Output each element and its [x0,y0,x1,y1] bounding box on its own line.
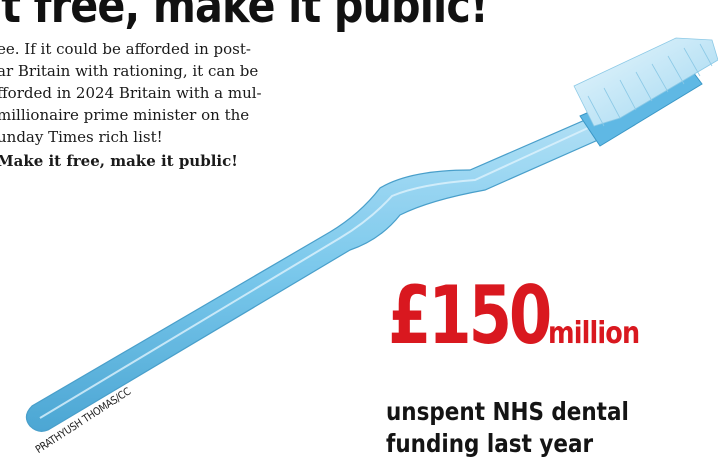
stat-amount: £150 million [388,276,656,356]
body-line: millionaire prime minister on the [0,106,250,124]
headline: it free, make it public! [0,0,489,34]
stat-caption-line: funding last year [386,429,594,458]
body-line: ar Britain with rationing, it can be [0,62,259,80]
body-line: ee. If it could be afforded in post- [0,40,251,58]
body-line: unday Times rich list! [0,128,163,146]
closing-slogan: Make it free, make it public! [0,152,238,170]
article-body: ee. If it could be afforded in post- ar … [0,38,369,172]
body-line: fforded in 2024 Britain with a mul- [0,84,262,102]
stat-unit: million [548,316,640,351]
stat-caption: unspent NHS dental funding last year [386,396,670,460]
stat-caption-line: unspent NHS dental [386,397,629,426]
stat-value: £150 [388,269,552,362]
toothbrush-bristles [573,37,718,127]
